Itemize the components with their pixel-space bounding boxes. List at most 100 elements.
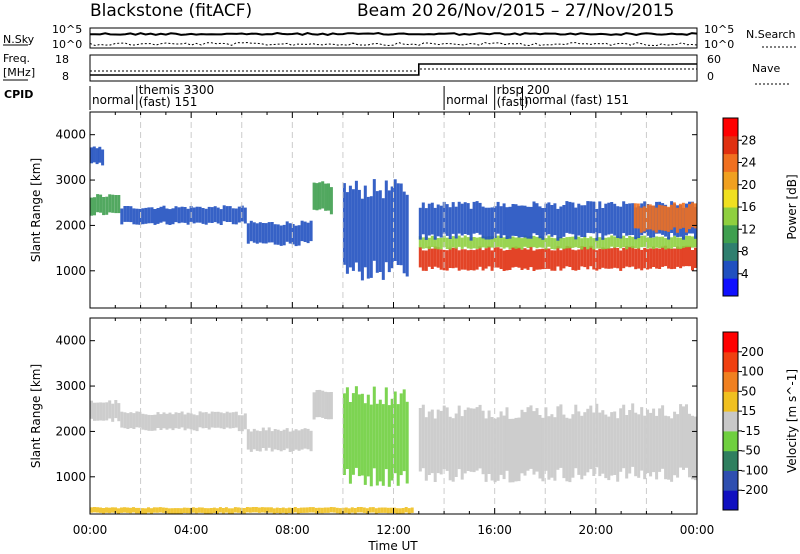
power-band-6-cell xyxy=(688,245,691,267)
power-band-7-cell xyxy=(505,236,509,248)
power-band-8-cell xyxy=(604,203,608,236)
power-band-5-cell xyxy=(375,191,379,273)
vel-band-2-cell xyxy=(279,430,283,452)
cpid-segment-1-line2: (fast) 151 xyxy=(139,95,198,109)
vel-band-1-cell xyxy=(123,412,127,429)
vel-band-6-cell xyxy=(377,507,381,513)
vel-band-6-cell xyxy=(150,508,153,514)
power-band-6-cell xyxy=(445,250,449,271)
vel-band-5-cell xyxy=(607,416,611,481)
vel-band-5-cell xyxy=(463,409,467,474)
power-cbar-label-6: 28 xyxy=(741,133,756,147)
vel-band-5-cell xyxy=(679,404,683,468)
nsky-scale-bot: 10^0 xyxy=(52,38,82,51)
vel-band-0-cell xyxy=(117,403,121,422)
power-band-1-cell xyxy=(96,194,100,213)
power-band-9-cell xyxy=(639,207,643,233)
vel-band-1-cell xyxy=(198,411,202,428)
power-band-6-cell xyxy=(589,245,593,267)
power-band-5-cell xyxy=(393,179,397,261)
vel-band-6-cell xyxy=(114,507,117,513)
nsky-scale-top: 10^5 xyxy=(52,23,82,36)
power-band-6-cell xyxy=(523,248,527,269)
power-band-2-cell xyxy=(213,206,217,223)
vel-band-0-cell xyxy=(108,400,112,419)
vel-band-6-cell xyxy=(356,507,360,513)
vel-band-5-cell xyxy=(577,411,581,475)
power-band-5-cell xyxy=(363,185,367,268)
power-band-1-cell xyxy=(99,194,103,213)
vel-band-0-cell xyxy=(114,400,118,419)
power-band-9-cell xyxy=(669,204,673,230)
vel-band-6-cell xyxy=(126,507,129,513)
power-band-7-cell xyxy=(544,238,548,250)
power-band-6-cell xyxy=(460,249,464,270)
power-band-7-cell xyxy=(643,235,647,247)
vel-band-6-cell xyxy=(350,507,354,513)
vel-band-6-cell xyxy=(194,507,198,514)
vel-band-6-cell xyxy=(93,507,96,513)
power-band-2-cell xyxy=(153,209,157,225)
power-swatch-2 xyxy=(723,242,738,261)
power-band-6-cell xyxy=(427,246,431,267)
vel-band-6-cell xyxy=(284,508,288,514)
vel-band-6-cell xyxy=(278,508,282,514)
power-band-6-cell xyxy=(499,248,503,269)
power-band-8-cell xyxy=(523,205,527,238)
vel-band-1-cell xyxy=(150,415,154,431)
power-band-6-cell xyxy=(598,248,602,270)
power-band-8-cell xyxy=(559,206,563,239)
vel-band-6-cell xyxy=(141,508,144,514)
power-band-3-cell xyxy=(276,224,280,245)
power-band-6-cell xyxy=(679,247,683,269)
vel-band-5-cell xyxy=(538,415,542,479)
vel-band-5-cell xyxy=(658,408,662,472)
power-band-8-cell xyxy=(475,201,479,233)
vel-band-0-cell xyxy=(111,403,115,422)
power-ylabel: Slant Range [km] xyxy=(29,158,43,262)
power-band-8-cell xyxy=(550,205,554,237)
power-band-6-cell xyxy=(628,246,632,268)
vel-band-1-cell xyxy=(225,411,229,428)
power-band-8-cell xyxy=(562,205,566,237)
power-band-6-cell xyxy=(433,246,437,267)
power-band-7-cell xyxy=(448,238,452,250)
power-band-7-cell xyxy=(580,238,584,250)
power-band-5-cell xyxy=(387,190,391,273)
vel-band-6-cell xyxy=(335,507,339,514)
power-colorbar: 4 8 12 16 20 24 28 Power [dB] xyxy=(722,117,799,297)
vel-band-2-cell xyxy=(267,427,271,448)
vel-band-4-cell xyxy=(366,394,370,477)
power-band-8-cell xyxy=(436,204,440,237)
power-swatch-3 xyxy=(723,224,738,244)
power-band-6-cell xyxy=(448,247,452,268)
vel-band-1-cell xyxy=(147,414,151,431)
power-cbar-label-5: 24 xyxy=(741,156,756,170)
vel-band-6-cell xyxy=(242,508,246,514)
power-band-7-cell xyxy=(589,236,593,248)
vel-band-1-cell xyxy=(138,411,142,428)
power-band-2-cell xyxy=(150,207,154,224)
vel-band-5-cell xyxy=(616,418,620,482)
vel-band-4-cell xyxy=(381,404,385,486)
vel-band-5-cell xyxy=(505,407,509,471)
vel-band-5-cell xyxy=(664,415,668,480)
vel-band-6-cell xyxy=(251,507,255,513)
power-band-8-cell xyxy=(490,207,494,240)
vel-band-6-cell xyxy=(173,508,177,514)
power-band-9-cell xyxy=(663,205,667,231)
vel-band-6-cell xyxy=(120,507,123,513)
power-band-5-cell xyxy=(396,183,400,265)
power-cbar-title: Power [dB] xyxy=(785,174,799,239)
power-band-2-cell xyxy=(219,209,223,225)
vel-band-1-cell xyxy=(210,411,214,428)
power-band-5-cell xyxy=(348,185,352,268)
power-band-7-cell xyxy=(430,235,434,248)
power-band-7-cell xyxy=(604,237,608,250)
power-band-7-cell xyxy=(634,236,638,249)
vel-band-5-cell xyxy=(466,407,470,471)
power-band-6-cell xyxy=(526,249,530,270)
power-band-6-cell xyxy=(649,248,653,269)
vel-band-6-cell xyxy=(167,508,171,514)
vel-band-1-cell xyxy=(132,413,136,429)
